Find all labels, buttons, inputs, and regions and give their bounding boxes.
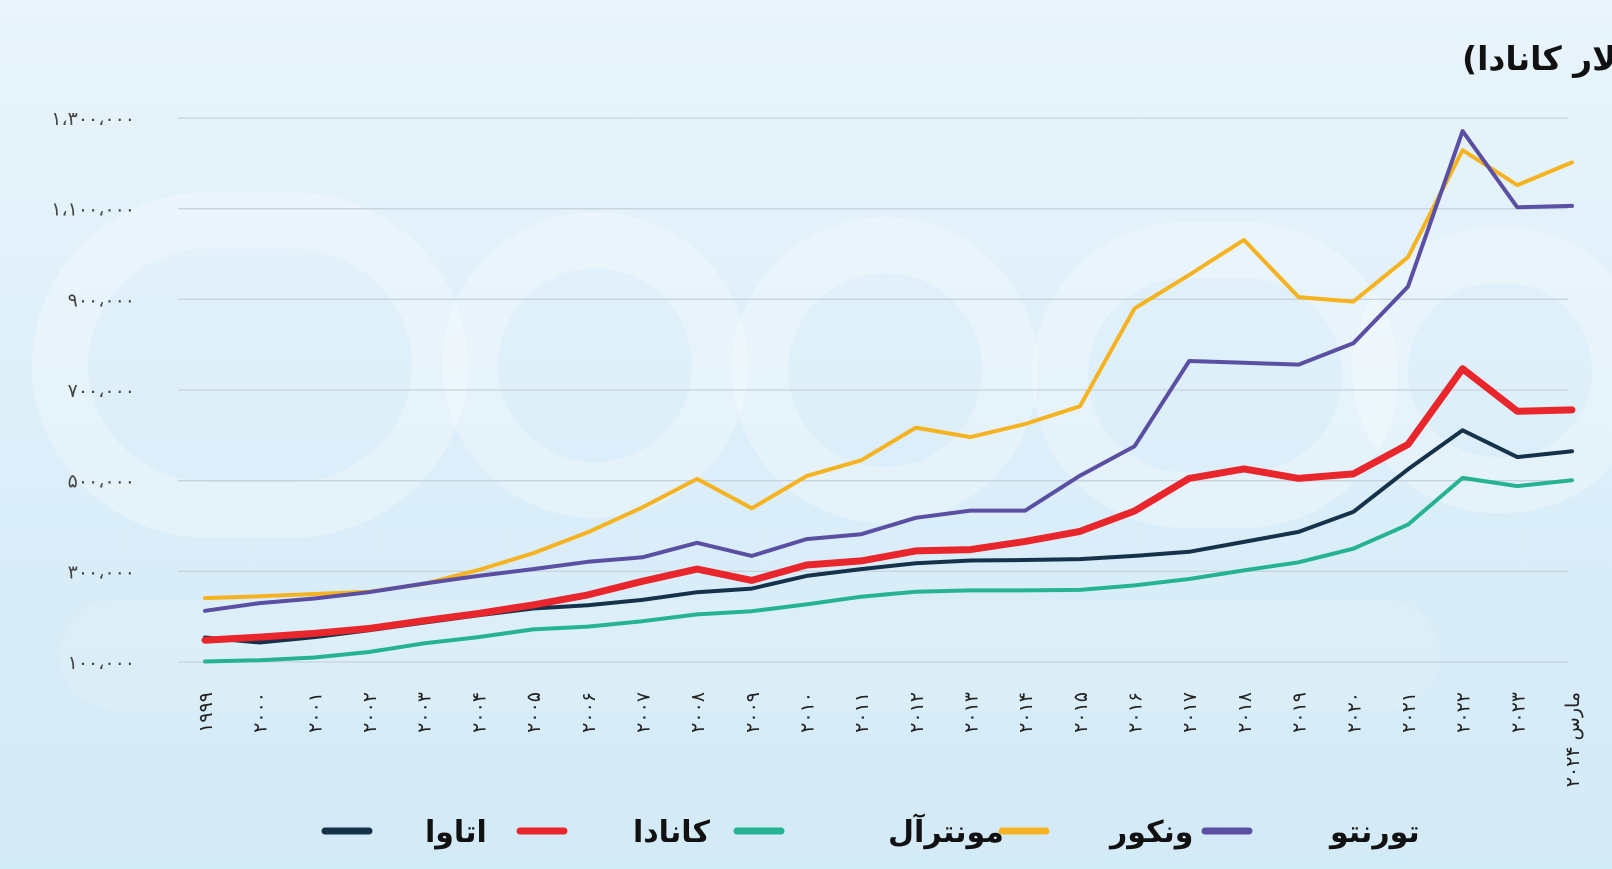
legend-label: تورنتو [1328, 815, 1420, 850]
watermark-shape [1032, 222, 1398, 528]
grid-lines [178, 117, 1568, 663]
y-tick-label: ۹۰۰،۰۰۰ [68, 289, 135, 311]
x-tick-group: ۲۰۰۵ [523, 692, 545, 733]
x-tick-label: ۲۰۰۷ [632, 692, 654, 733]
x-tick-label: مارس ۲۰۲۴ [1562, 692, 1584, 787]
x-tick-label: ۲۰۱۰ [796, 692, 818, 733]
x-tick-group: ۱۹۹۹ [195, 692, 217, 733]
legend-label: کانادا [633, 815, 710, 850]
x-tick-group: ۲۰۱۴ [1015, 692, 1037, 733]
legend-item: کانادا [516, 815, 710, 850]
x-tick-group: مارس ۲۰۲۴ [1562, 692, 1584, 787]
x-tick-label: ۲۰۲۲ [1453, 692, 1475, 733]
y-axis: ۱۰۰،۰۰۰ ۳۰۰،۰۰۰ ۵۰۰،۰۰۰ ۷۰۰،۰۰۰ ۹۰۰،۰۰۰ ۱،۱۰۰… [51, 108, 135, 674]
x-tick-label: ۲۰۱۳ [961, 692, 983, 733]
x-tick-group: ۲۰۲۰ [1343, 692, 1365, 733]
x-tick-label: ۲۰۱۱ [851, 692, 873, 733]
x-tick-label: ۲۰۲۱ [1398, 692, 1420, 733]
watermark-shape [1352, 227, 1612, 513]
legend-item: تورنتو [1201, 815, 1420, 850]
x-tick-group: ۲۰۰۳ [414, 692, 436, 733]
series-line [201, 365, 1576, 644]
x-tick-label: ۲۰۱۲ [906, 692, 928, 733]
x-tick-label: ۲۰۰۵ [523, 692, 545, 733]
x-tick-group: ۲۰۰۲ [359, 692, 381, 733]
series-line [203, 129, 1574, 613]
chart-title: میانگین قیمت خانه در کانادا طی سال‌های ۱… [1462, 39, 1612, 79]
x-tick-group: ۲۰۱۷ [1179, 692, 1201, 733]
x-tick-label: ۱۹۹۹ [195, 692, 217, 733]
x-tick-label: ۲۰۰۰ [250, 692, 272, 733]
y-tick-label: ۱،۱۰۰،۰۰۰ [51, 199, 135, 221]
x-tick-group: ۲۰۱۸ [1234, 692, 1256, 733]
x-tick-label: ۲۰۲۰ [1343, 692, 1365, 733]
x-tick-group: ۲۰۲۲ [1453, 692, 1475, 733]
x-tick-group: ۲۰۰۴ [468, 692, 490, 733]
x-tick-group: ۲۰۱۶ [1125, 692, 1147, 733]
legend-item: اتاوا [321, 815, 487, 850]
x-tick-group: ۲۰۲۳ [1507, 692, 1529, 733]
x-tick-group: ۲۰۱۹ [1289, 692, 1311, 733]
watermark-shape [442, 212, 748, 518]
x-tick-label: ۲۰۰۸ [687, 692, 709, 733]
watermark-shape [32, 192, 468, 538]
watermark-band [60, 600, 1440, 710]
x-tick-label: ۲۰۲۳ [1507, 692, 1529, 733]
x-tick-label: ۲۰۰۳ [414, 692, 436, 733]
x-tick-label: ۲۰۱۸ [1234, 692, 1256, 733]
x-tick-group: ۲۰۰۸ [687, 692, 709, 733]
y-tick-label: ۱،۳۰۰،۰۰۰ [51, 108, 135, 130]
watermark-shape [732, 217, 1038, 523]
y-tick-label: ۳۰۰،۰۰۰ [68, 561, 135, 583]
x-tick-group: ۲۰۰۷ [632, 692, 654, 733]
x-tick-group: ۲۰۱۳ [961, 692, 983, 733]
x-tick-group: ۲۰۲۱ [1398, 692, 1420, 733]
x-tick-group: ۲۰۱۲ [906, 692, 928, 733]
legend-label: مونترآل [888, 813, 1004, 850]
legend-label: ونکور [1108, 815, 1193, 850]
x-axis: ۱۹۹۹ ۲۰۰۰ ۲۰۰۱ ۲۰۰۲ ۲۰۰۳ ۲۰۰۴ ۲۰۰۵ ۲۰۰۶ ۲۰۰۷ ۲۰۰۸… [195, 692, 1584, 787]
y-tick-label: ۷۰۰،۰۰۰ [68, 380, 135, 402]
x-tick-label: ۲۰۱۶ [1125, 692, 1147, 733]
x-tick-label: ۲۰۱۷ [1179, 692, 1201, 733]
series-line [203, 475, 1574, 664]
x-tick-group: ۲۰۱۵ [1070, 692, 1092, 733]
x-tick-group: ۲۰۰۰ [250, 692, 272, 733]
x-tick-group: ۲۰۱۱ [851, 692, 873, 733]
y-tick-label: ۱۰۰،۰۰۰ [68, 652, 135, 674]
x-tick-label: ۲۰۰۱ [304, 692, 326, 733]
x-tick-label: ۲۰۰۶ [578, 692, 600, 733]
legend-item: ونکور [998, 815, 1193, 850]
x-tick-label: ۲۰۰۲ [359, 692, 381, 733]
series-lines [201, 129, 1576, 664]
x-tick-label: ۲۰۰۹ [742, 692, 764, 733]
x-tick-group: ۲۰۰۱ [304, 692, 326, 733]
x-tick-label: ۲۰۱۵ [1070, 692, 1092, 733]
x-tick-group: ۲۰۰۶ [578, 692, 600, 733]
legend-label: اتاوا [425, 815, 487, 850]
x-tick-group: ۲۰۰۹ [742, 692, 764, 733]
legend-item: مونترآل [733, 813, 1004, 850]
x-tick-label: ۲۰۱۹ [1289, 692, 1311, 733]
x-tick-label: ۲۰۰۴ [468, 692, 490, 733]
legend: اتاوا کانادا مونترآل ونکور تورنتو [321, 813, 1420, 850]
x-tick-group: ۲۰۱۰ [796, 692, 818, 733]
x-tick-label: ۲۰۱۴ [1015, 692, 1037, 733]
y-tick-label: ۵۰۰،۰۰۰ [68, 471, 135, 493]
